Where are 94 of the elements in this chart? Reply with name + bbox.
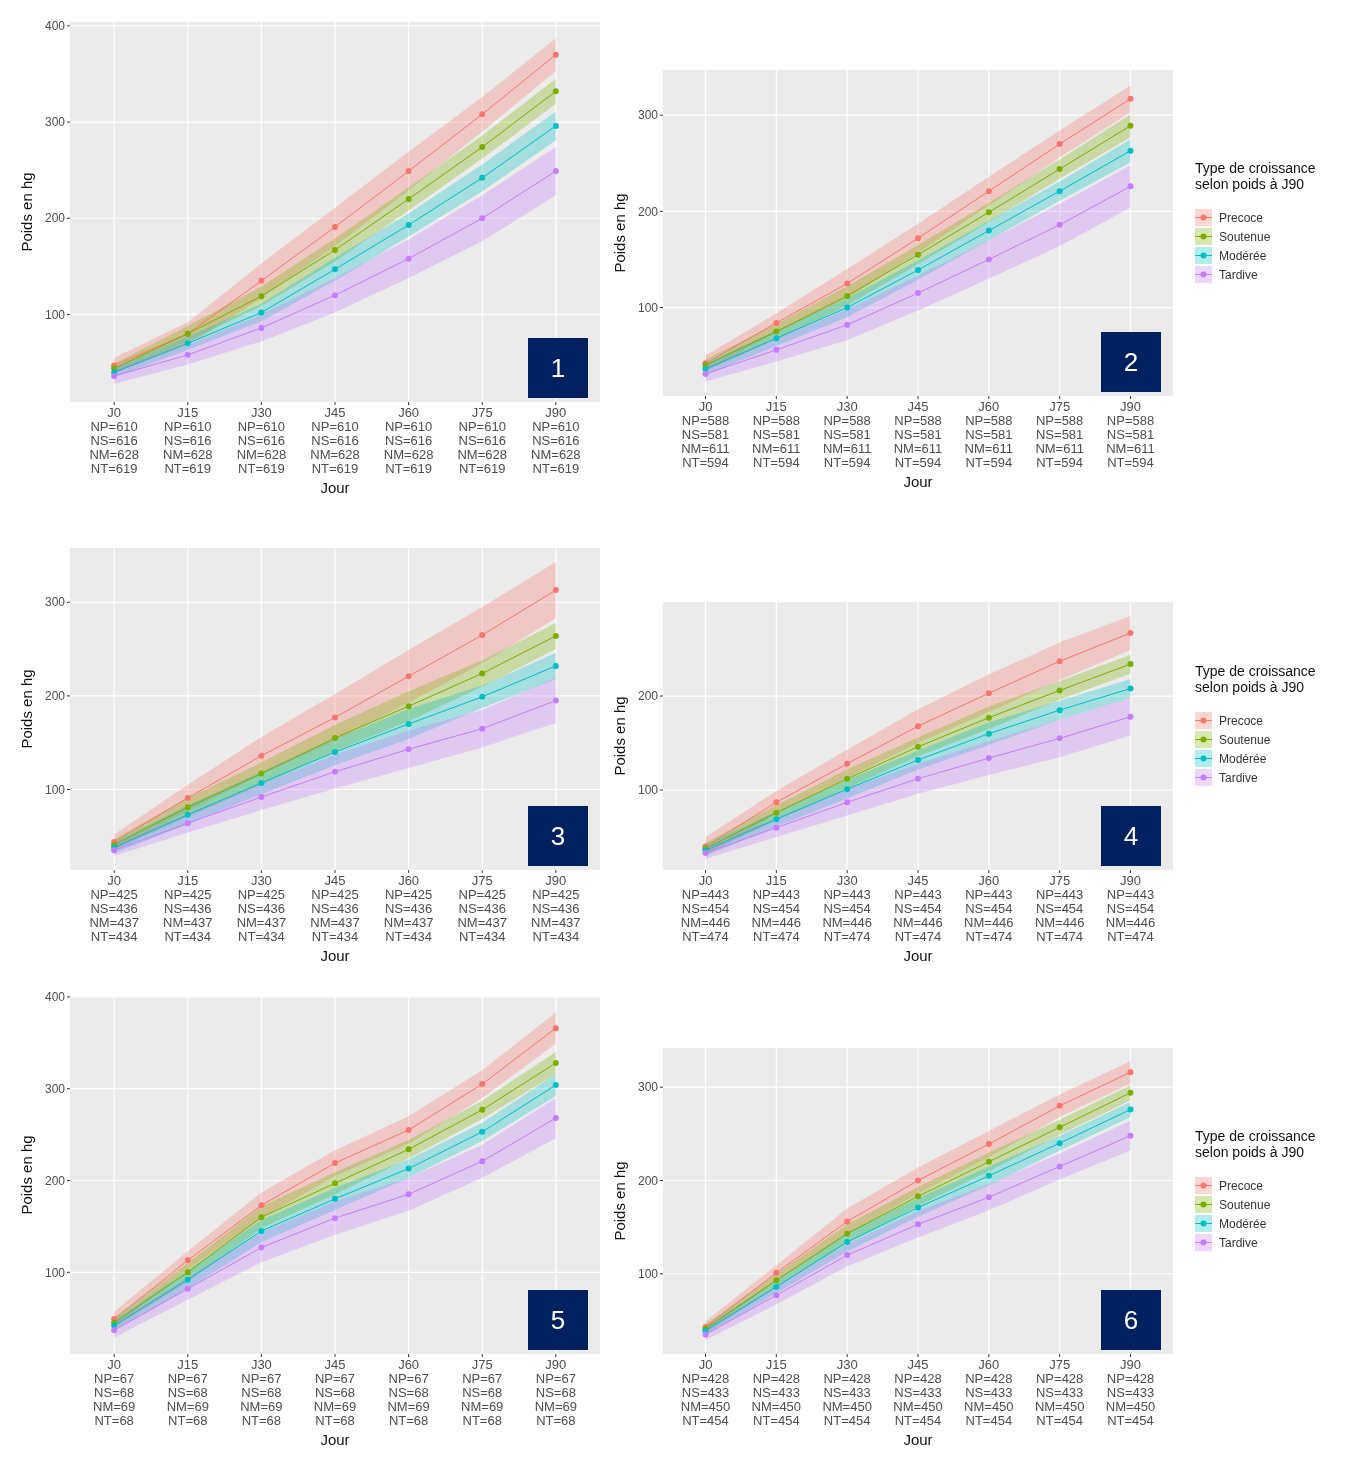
x-tick-label: J45 NP=425 NS=436 NM=437 NT=434	[310, 873, 360, 944]
legend-label: Tardive	[1219, 267, 1259, 282]
x-tick-label: J60 NP=425 NS=436 NM=437 NT=434	[383, 873, 434, 944]
x-tick-label: J15 NP=67 NS=68 NM=69 NT=68	[166, 1357, 209, 1428]
x-tick-label: J90 NP=610 NS=616 NM=628 NT=619	[531, 405, 581, 476]
x-tick-label: J15 NP=428 NS=433 NM=450 NT=454	[751, 1357, 802, 1428]
legend-label: Precoce	[1219, 713, 1264, 728]
x-tick-label: J75 NP=443 NS=454 NM=446 NT=474	[1034, 873, 1085, 944]
x-tick-label: J60 NP=443 NS=454 NM=446 NT=474	[964, 873, 1014, 944]
y-tick-label: 100	[44, 1265, 66, 1280]
y-tick-label: 300	[637, 1080, 659, 1095]
legend-label: Precoce	[1219, 1178, 1264, 1193]
legend-title: Type de croissance selon poids à J90	[1195, 160, 1316, 192]
legend-label: Precoce	[1219, 210, 1264, 225]
x-tick-label: J30 NP=443 NS=454 NM=446 NT=474	[822, 873, 872, 944]
x-axis-title: Jour	[903, 473, 933, 490]
x-tick-label: J0 NP=610 NS=616 NM=628 NT=619	[89, 405, 139, 476]
y-tick-label: 200	[44, 689, 66, 704]
annotation: 1	[550, 353, 566, 384]
annotation: 5	[550, 1305, 566, 1336]
x-axis-title: Jour	[320, 947, 350, 964]
y-axis-title: Poids en hg	[611, 193, 628, 273]
x-tick-label: J60 NP=428 NS=433 NM=450 NT=454	[964, 1357, 1014, 1428]
legend-title: Type de croissance selon poids à J90	[1195, 1128, 1316, 1160]
x-tick-label: J90 NP=588 NS=581 NM=611 NT=594	[1106, 399, 1155, 470]
x-tick-label: J0 NP=67 NS=68 NM=69 NT=68	[93, 1357, 136, 1428]
x-axis-title: Jour	[320, 479, 350, 496]
x-tick-label: J90 NP=67 NS=68 NM=69 NT=68	[534, 1357, 577, 1428]
y-tick-label: 300	[44, 1081, 66, 1096]
x-tick-label: J75 NP=67 NS=68 NM=69 NT=68	[461, 1357, 504, 1428]
x-tick-label: J15 NP=443 NS=454 NM=446 NT=474	[751, 873, 802, 944]
y-tick-label: 100	[637, 300, 659, 315]
x-axis-title: Jour	[903, 1431, 933, 1448]
x-tick-label: J15 NP=588 NS=581 NM=611 NT=594	[752, 399, 801, 470]
x-tick-label: J75 NP=425 NS=436 NM=437 NT=434	[457, 873, 507, 944]
legend-label: Tardive	[1219, 1235, 1259, 1250]
y-tick-label: 300	[637, 108, 659, 123]
legend-label: Modérée	[1219, 751, 1267, 766]
y-tick-label: 400	[44, 19, 66, 34]
x-tick-label: J45 NP=428 NS=433 NM=450 NT=454	[893, 1357, 943, 1428]
y-axis-title: Poids en hg	[18, 1135, 35, 1215]
x-tick-label: J30 NP=425 NS=436 NM=437 NT=434	[236, 873, 287, 944]
x-axis-title: Jour	[903, 947, 933, 964]
x-tick-label: J0 NP=443 NS=454 NM=446 NT=474	[680, 873, 731, 944]
x-tick-label: J45 NP=610 NS=616 NM=628 NT=619	[310, 405, 360, 476]
x-tick-label: J0 NP=428 NS=433 NM=450 NT=454	[680, 1357, 731, 1428]
annotation: 4	[1123, 821, 1139, 852]
legend-label: Soutenue	[1219, 732, 1271, 747]
y-tick-label: 400	[44, 990, 66, 1005]
y-tick-label: 100	[44, 782, 66, 797]
y-tick-label: 100	[637, 783, 659, 798]
x-tick-label: J45 NP=588 NS=581 NM=611 NT=594	[893, 399, 943, 470]
annotation: 3	[550, 821, 566, 852]
x-tick-label: J75 NP=588 NS=581 NM=611 NT=594	[1035, 399, 1084, 470]
y-tick-label: 200	[44, 211, 66, 226]
x-tick-label: J30 NP=588 NS=581 NM=611 NT=594	[822, 399, 872, 470]
y-tick-label: 200	[637, 204, 659, 219]
x-tick-label: J45 NP=443 NS=454 NM=446 NT=474	[893, 873, 943, 944]
x-tick-label: J90 NP=425 NS=436 NM=437 NT=434	[531, 873, 581, 944]
x-tick-label: J15 NP=425 NS=436 NM=437 NT=434	[163, 873, 213, 944]
legend-label: Soutenue	[1219, 1197, 1271, 1212]
legend-title: Type de croissance selon poids à J90	[1195, 663, 1316, 695]
y-tick-label: 100	[44, 307, 66, 322]
x-tick-label: J60 NP=610 NS=616 NM=628 NT=619	[383, 405, 434, 476]
x-tick-label: J45 NP=67 NS=68 NM=69 NT=68	[313, 1357, 357, 1428]
x-tick-label: J30 NP=67 NS=68 NM=69 NT=68	[240, 1357, 283, 1428]
x-tick-label: J0 NP=425 NS=436 NM=437 NT=434	[89, 873, 139, 944]
x-tick-label: J60 NP=67 NS=68 NM=69 NT=68	[387, 1357, 430, 1428]
legend-label: Soutenue	[1219, 229, 1271, 244]
y-tick-label: 300	[44, 595, 66, 610]
legend-label: Modérée	[1219, 248, 1267, 263]
y-tick-label: 200	[637, 1173, 659, 1188]
y-axis-title: Poids en hg	[18, 172, 35, 252]
x-tick-label: J15 NP=610 NS=616 NM=628 NT=619	[163, 405, 213, 476]
x-tick-label: J90 NP=428 NS=433 NM=450 NT=454	[1105, 1357, 1156, 1428]
x-tick-label: J0 NP=588 NS=581 NM=611 NT=594	[681, 399, 730, 470]
y-tick-label: 200	[637, 689, 659, 704]
x-tick-label: J90 NP=443 NS=454 NM=446 NT=474	[1105, 873, 1156, 944]
x-tick-label: J75 NP=428 NS=433 NM=450 NT=454	[1034, 1357, 1085, 1428]
x-tick-label: J30 NP=428 NS=433 NM=450 NT=454	[822, 1357, 872, 1428]
annotation: 6	[1123, 1305, 1139, 1336]
y-axis-title: Poids en hg	[18, 669, 35, 749]
legend-label: Tardive	[1219, 770, 1259, 785]
y-tick-label: 200	[44, 1173, 66, 1188]
x-tick-label: J30 NP=610 NS=616 NM=628 NT=619	[236, 405, 287, 476]
x-tick-label: J75 NP=610 NS=616 NM=628 NT=619	[457, 405, 507, 476]
y-axis-title: Poids en hg	[611, 1161, 628, 1241]
x-tick-label: J60 NP=588 NS=581 NM=611 NT=594	[964, 399, 1014, 470]
annotation: 2	[1123, 347, 1139, 378]
legend-label: Modérée	[1219, 1216, 1267, 1231]
y-tick-label: 100	[637, 1266, 659, 1281]
y-tick-label: 300	[44, 115, 66, 130]
x-axis-title: Jour	[320, 1431, 350, 1448]
y-axis-title: Poids en hg	[611, 696, 628, 776]
